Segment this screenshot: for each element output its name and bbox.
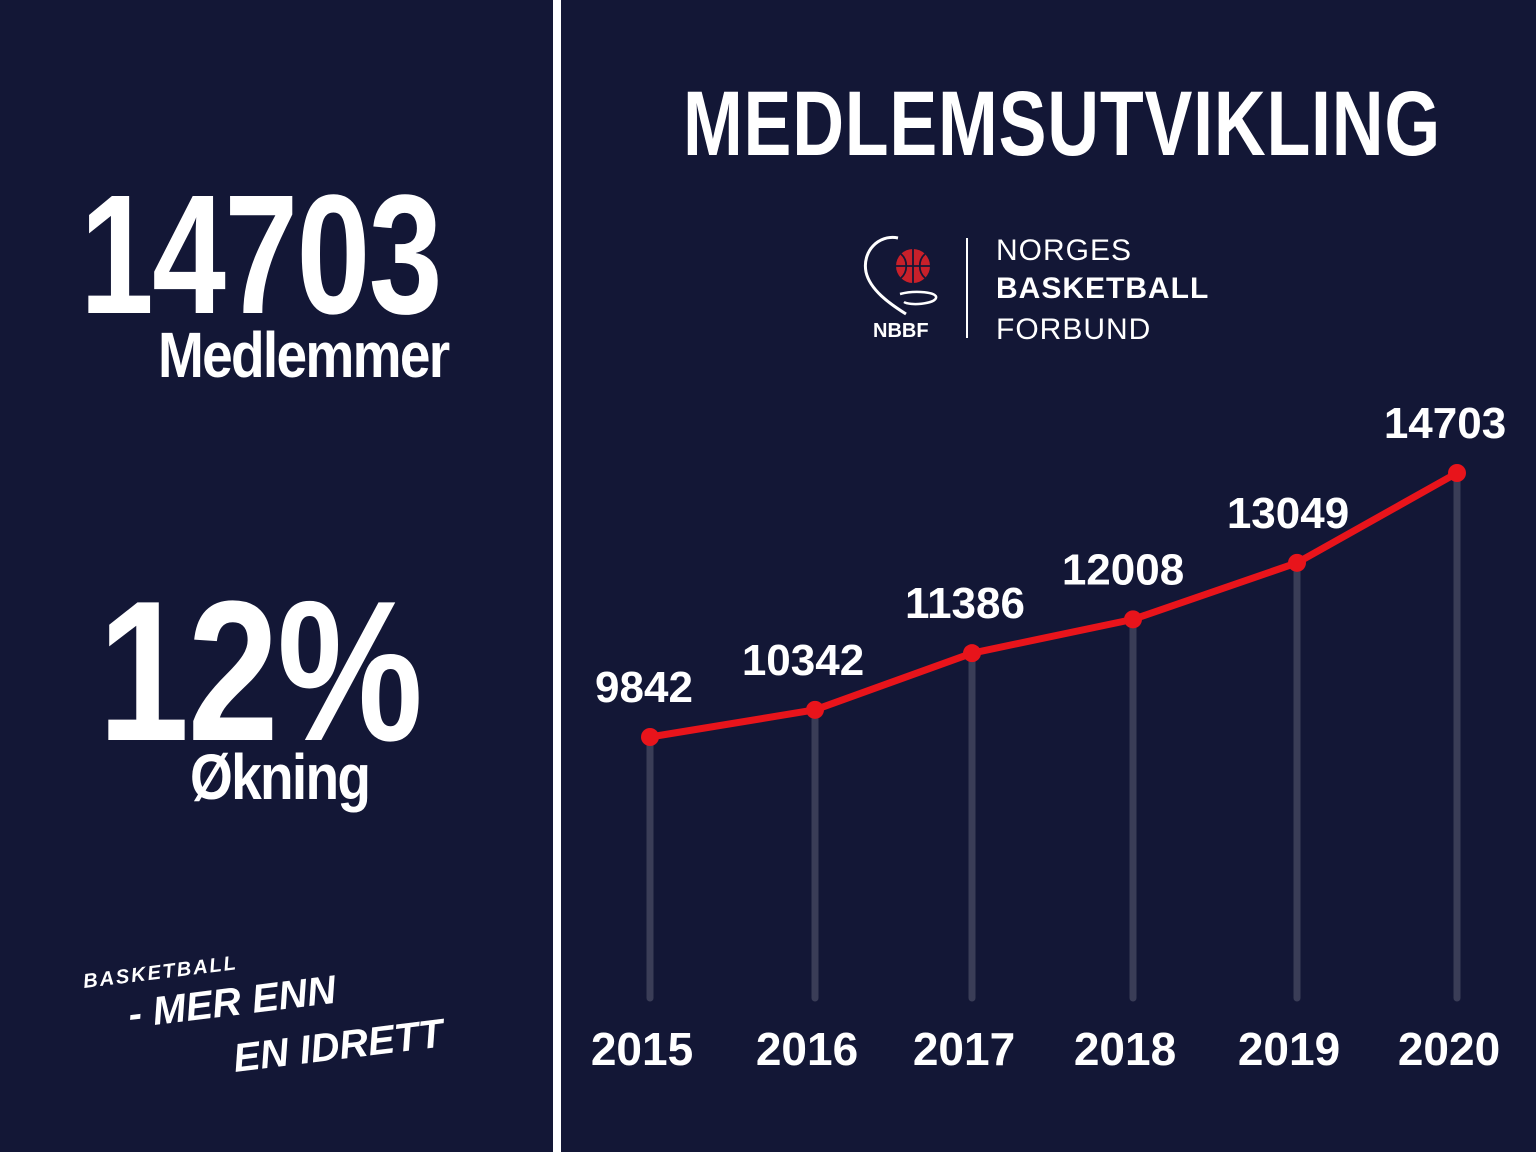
data-point-2016: [806, 700, 824, 719]
data-label-2017: 11386: [905, 579, 1025, 628]
members-count: 14703: [80, 160, 442, 350]
data-label-2015: 9842: [595, 663, 693, 712]
data-point-2017: [963, 644, 981, 663]
data-label-2019: 13049: [1227, 489, 1349, 538]
data-label-2016: 10342: [742, 636, 864, 685]
chart-title: MEDLEMSUTVIKLING: [683, 73, 1441, 175]
slogan-logo: BASKETBALL - MER ENN EN IDRETT: [82, 952, 449, 1081]
x-tick-label-2018: 2018: [1074, 1023, 1176, 1075]
growth-percent: 12%: [98, 560, 423, 783]
logo-abbreviation: NBBF: [873, 320, 929, 342]
x-tick-label-2015: 2015: [591, 1023, 693, 1075]
series-line: [649, 469, 1459, 741]
slogan-line3: EN IDRETT: [231, 1011, 449, 1081]
data-point-2020: [1448, 464, 1466, 482]
data-point-2019: [1288, 553, 1306, 572]
x-tick-label-2016: 2016: [756, 1023, 858, 1075]
data-label-2018: 12008: [1062, 545, 1184, 594]
membership-line-chart: 9842 10342 11386 12008 13049 14703 2015 2016 201…: [591, 399, 1506, 1075]
logo-line-3: FORBUND: [996, 313, 1152, 346]
x-tick-label-2019: 2019: [1238, 1023, 1340, 1075]
basketball-heart-icon: [863, 235, 938, 316]
panel-divider: [553, 0, 561, 1152]
growth-label: Økning: [190, 741, 371, 813]
nbbf-logo: NBBF NORGES BASKETBALL FORBUND: [860, 232, 1240, 347]
logo-line-2: BASKETBALL: [996, 272, 1210, 305]
data-label-2020: 14703: [1384, 399, 1506, 448]
data-point-2018: [1124, 610, 1142, 629]
x-tick-label-2017: 2017: [913, 1023, 1015, 1075]
x-tick-label-2020: 2020: [1398, 1023, 1500, 1075]
members-label: Medlemmer: [158, 319, 450, 391]
data-point-2015: [641, 728, 659, 746]
logo-separator: [966, 238, 968, 338]
logo-line-1: NORGES: [996, 234, 1133, 267]
